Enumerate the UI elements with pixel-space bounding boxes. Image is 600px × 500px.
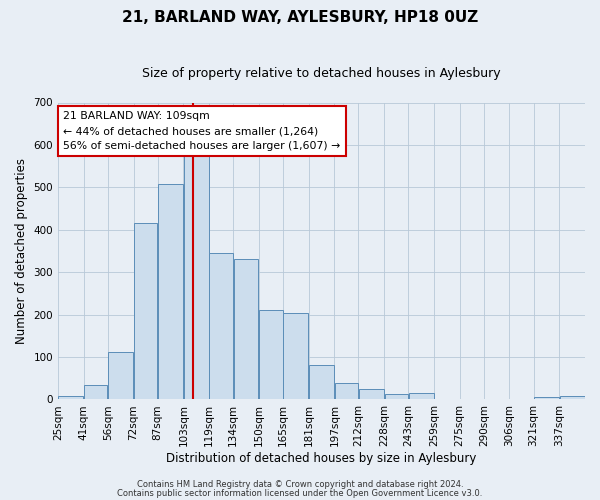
Bar <box>309 364 334 400</box>
Bar <box>560 396 584 400</box>
X-axis label: Distribution of detached houses by size in Aylesbury: Distribution of detached houses by size … <box>166 452 477 465</box>
Text: 21 BARLAND WAY: 109sqm
← 44% of detached houses are smaller (1,264)
56% of semi-: 21 BARLAND WAY: 109sqm ← 44% of detached… <box>64 112 341 151</box>
Bar <box>233 258 259 400</box>
Text: Contains HM Land Registry data © Crown copyright and database right 2024.: Contains HM Land Registry data © Crown c… <box>137 480 463 489</box>
Bar <box>335 384 358 400</box>
Text: Contains public sector information licensed under the Open Government Licence v3: Contains public sector information licen… <box>118 489 482 498</box>
Title: Size of property relative to detached houses in Aylesbury: Size of property relative to detached ho… <box>142 68 501 80</box>
Y-axis label: Number of detached properties: Number of detached properties <box>15 158 28 344</box>
Bar <box>209 253 233 400</box>
Bar <box>359 389 384 400</box>
Bar <box>184 156 209 400</box>
Bar <box>283 314 308 400</box>
Bar <box>385 394 408 400</box>
Bar <box>409 393 434 400</box>
Bar <box>534 398 559 400</box>
Bar <box>84 384 107 400</box>
Bar <box>134 224 157 400</box>
Bar <box>259 310 283 400</box>
Bar <box>158 184 183 400</box>
Bar <box>58 396 83 400</box>
Bar <box>108 352 133 400</box>
Text: 21, BARLAND WAY, AYLESBURY, HP18 0UZ: 21, BARLAND WAY, AYLESBURY, HP18 0UZ <box>122 10 478 25</box>
